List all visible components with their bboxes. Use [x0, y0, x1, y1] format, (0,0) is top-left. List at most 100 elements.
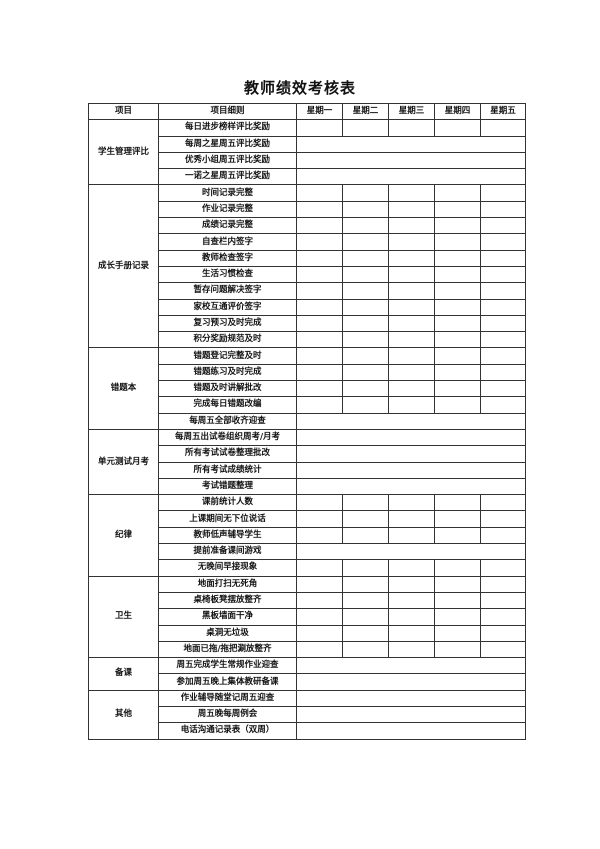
week-cell[interactable]	[296, 461, 526, 479]
day-cell[interactable]	[296, 575, 343, 593]
day-cell[interactable]	[434, 640, 481, 659]
week-cell[interactable]	[296, 135, 526, 153]
day-cell[interactable]	[480, 494, 526, 512]
day-cell[interactable]	[434, 331, 481, 349]
day-cell[interactable]	[296, 494, 343, 512]
week-cell[interactable]	[296, 445, 526, 463]
day-cell[interactable]	[388, 265, 435, 284]
day-cell[interactable]	[342, 380, 389, 398]
day-cell[interactable]	[296, 314, 343, 333]
day-cell[interactable]	[296, 282, 343, 300]
day-cell[interactable]	[342, 575, 389, 593]
day-cell[interactable]	[434, 347, 481, 365]
day-cell[interactable]	[296, 591, 343, 610]
day-cell[interactable]	[388, 314, 435, 333]
day-cell[interactable]	[342, 331, 389, 349]
day-cell[interactable]	[434, 559, 481, 577]
day-cell[interactable]	[342, 494, 389, 512]
day-cell[interactable]	[434, 265, 481, 284]
day-cell[interactable]	[388, 331, 435, 349]
week-cell[interactable]	[296, 412, 526, 430]
day-cell[interactable]	[296, 217, 343, 235]
day-cell[interactable]	[296, 298, 343, 316]
day-cell[interactable]	[480, 526, 526, 545]
day-cell[interactable]	[480, 298, 526, 316]
day-cell[interactable]	[342, 526, 389, 545]
day-cell[interactable]	[434, 510, 481, 528]
day-cell[interactable]	[434, 624, 481, 642]
day-cell[interactable]	[388, 624, 435, 642]
day-cell[interactable]	[388, 298, 435, 316]
day-cell[interactable]	[480, 331, 526, 349]
day-cell[interactable]	[388, 559, 435, 577]
day-cell[interactable]	[480, 575, 526, 593]
day-cell[interactable]	[296, 331, 343, 349]
day-cell[interactable]	[480, 314, 526, 333]
day-cell[interactable]	[296, 265, 343, 284]
day-cell[interactable]	[342, 265, 389, 284]
day-cell[interactable]	[434, 282, 481, 300]
day-cell[interactable]	[342, 396, 389, 414]
day-cell[interactable]	[480, 380, 526, 398]
day-cell[interactable]	[342, 624, 389, 642]
day-cell[interactable]	[342, 608, 389, 626]
day-cell[interactable]	[388, 249, 435, 267]
day-cell[interactable]	[480, 363, 526, 382]
week-cell[interactable]	[296, 477, 526, 496]
day-cell[interactable]	[296, 119, 343, 137]
day-cell[interactable]	[388, 119, 435, 137]
day-cell[interactable]	[388, 510, 435, 528]
day-cell[interactable]	[342, 591, 389, 610]
day-cell[interactable]	[388, 640, 435, 659]
day-cell[interactable]	[388, 282, 435, 300]
day-cell[interactable]	[480, 396, 526, 414]
day-cell[interactable]	[434, 380, 481, 398]
day-cell[interactable]	[388, 591, 435, 610]
day-cell[interactable]	[434, 363, 481, 382]
day-cell[interactable]	[480, 591, 526, 610]
day-cell[interactable]	[342, 298, 389, 316]
week-cell[interactable]	[296, 543, 526, 561]
week-cell[interactable]	[296, 705, 526, 724]
day-cell[interactable]	[296, 233, 343, 251]
day-cell[interactable]	[296, 380, 343, 398]
week-cell[interactable]	[296, 168, 526, 186]
day-cell[interactable]	[342, 347, 389, 365]
day-cell[interactable]	[296, 363, 343, 382]
week-cell[interactable]	[296, 722, 526, 740]
day-cell[interactable]	[434, 494, 481, 512]
day-cell[interactable]	[388, 608, 435, 626]
day-cell[interactable]	[434, 298, 481, 316]
day-cell[interactable]	[342, 510, 389, 528]
day-cell[interactable]	[480, 559, 526, 577]
day-cell[interactable]	[388, 494, 435, 512]
day-cell[interactable]	[434, 200, 481, 219]
day-cell[interactable]	[388, 396, 435, 414]
day-cell[interactable]	[388, 184, 435, 202]
day-cell[interactable]	[388, 380, 435, 398]
day-cell[interactable]	[342, 217, 389, 235]
day-cell[interactable]	[480, 347, 526, 365]
day-cell[interactable]	[434, 608, 481, 626]
day-cell[interactable]	[342, 282, 389, 300]
day-cell[interactable]	[434, 119, 481, 137]
day-cell[interactable]	[434, 249, 481, 267]
day-cell[interactable]	[296, 184, 343, 202]
day-cell[interactable]	[342, 249, 389, 267]
week-cell[interactable]	[296, 657, 526, 675]
day-cell[interactable]	[342, 314, 389, 333]
day-cell[interactable]	[388, 575, 435, 593]
day-cell[interactable]	[480, 624, 526, 642]
day-cell[interactable]	[296, 510, 343, 528]
day-cell[interactable]	[296, 526, 343, 545]
week-cell[interactable]	[296, 151, 526, 170]
day-cell[interactable]	[434, 233, 481, 251]
day-cell[interactable]	[480, 249, 526, 267]
day-cell[interactable]	[480, 265, 526, 284]
day-cell[interactable]	[480, 640, 526, 659]
day-cell[interactable]	[296, 559, 343, 577]
day-cell[interactable]	[434, 184, 481, 202]
day-cell[interactable]	[296, 624, 343, 642]
day-cell[interactable]	[480, 608, 526, 626]
day-cell[interactable]	[388, 347, 435, 365]
